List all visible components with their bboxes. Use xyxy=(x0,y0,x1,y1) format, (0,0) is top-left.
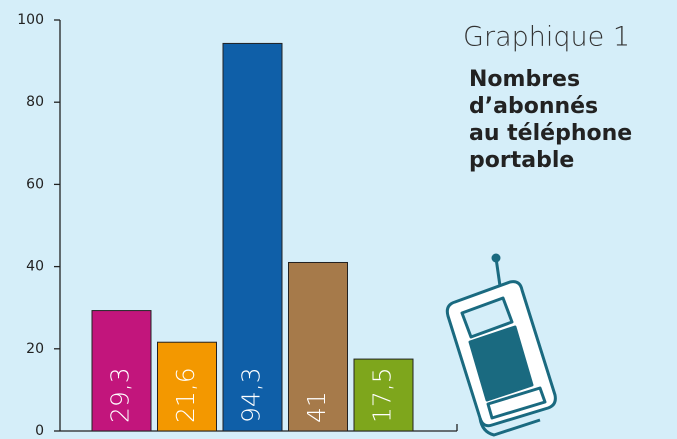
chart-subtitle: au téléphone xyxy=(469,121,632,146)
bar xyxy=(222,42,283,432)
y-tick-label: 80 xyxy=(26,94,44,110)
y-tick-label: 20 xyxy=(26,341,44,357)
bar xyxy=(353,358,414,432)
y-tick-label: 100 xyxy=(17,12,44,28)
chart-subtitle: portable xyxy=(469,148,574,173)
phone-icon xyxy=(445,253,557,437)
value-label: 21,6 xyxy=(171,367,200,423)
value-label: 41 xyxy=(302,391,331,423)
bar xyxy=(157,341,217,432)
value-label: 17,5 xyxy=(368,367,397,423)
value-label: 94,3 xyxy=(237,367,266,423)
y-tick-label: 60 xyxy=(26,176,44,192)
y-tick-label: 40 xyxy=(26,259,44,275)
chart-subtitle: d’abonnés xyxy=(469,94,598,119)
chart-subtitle: Nombres xyxy=(469,67,580,92)
chart-title: Graphique 1 xyxy=(463,22,630,53)
bar xyxy=(91,310,152,432)
bar xyxy=(288,261,348,432)
y-tick-label: 0 xyxy=(35,423,44,439)
value-label: 29,3 xyxy=(106,367,135,423)
